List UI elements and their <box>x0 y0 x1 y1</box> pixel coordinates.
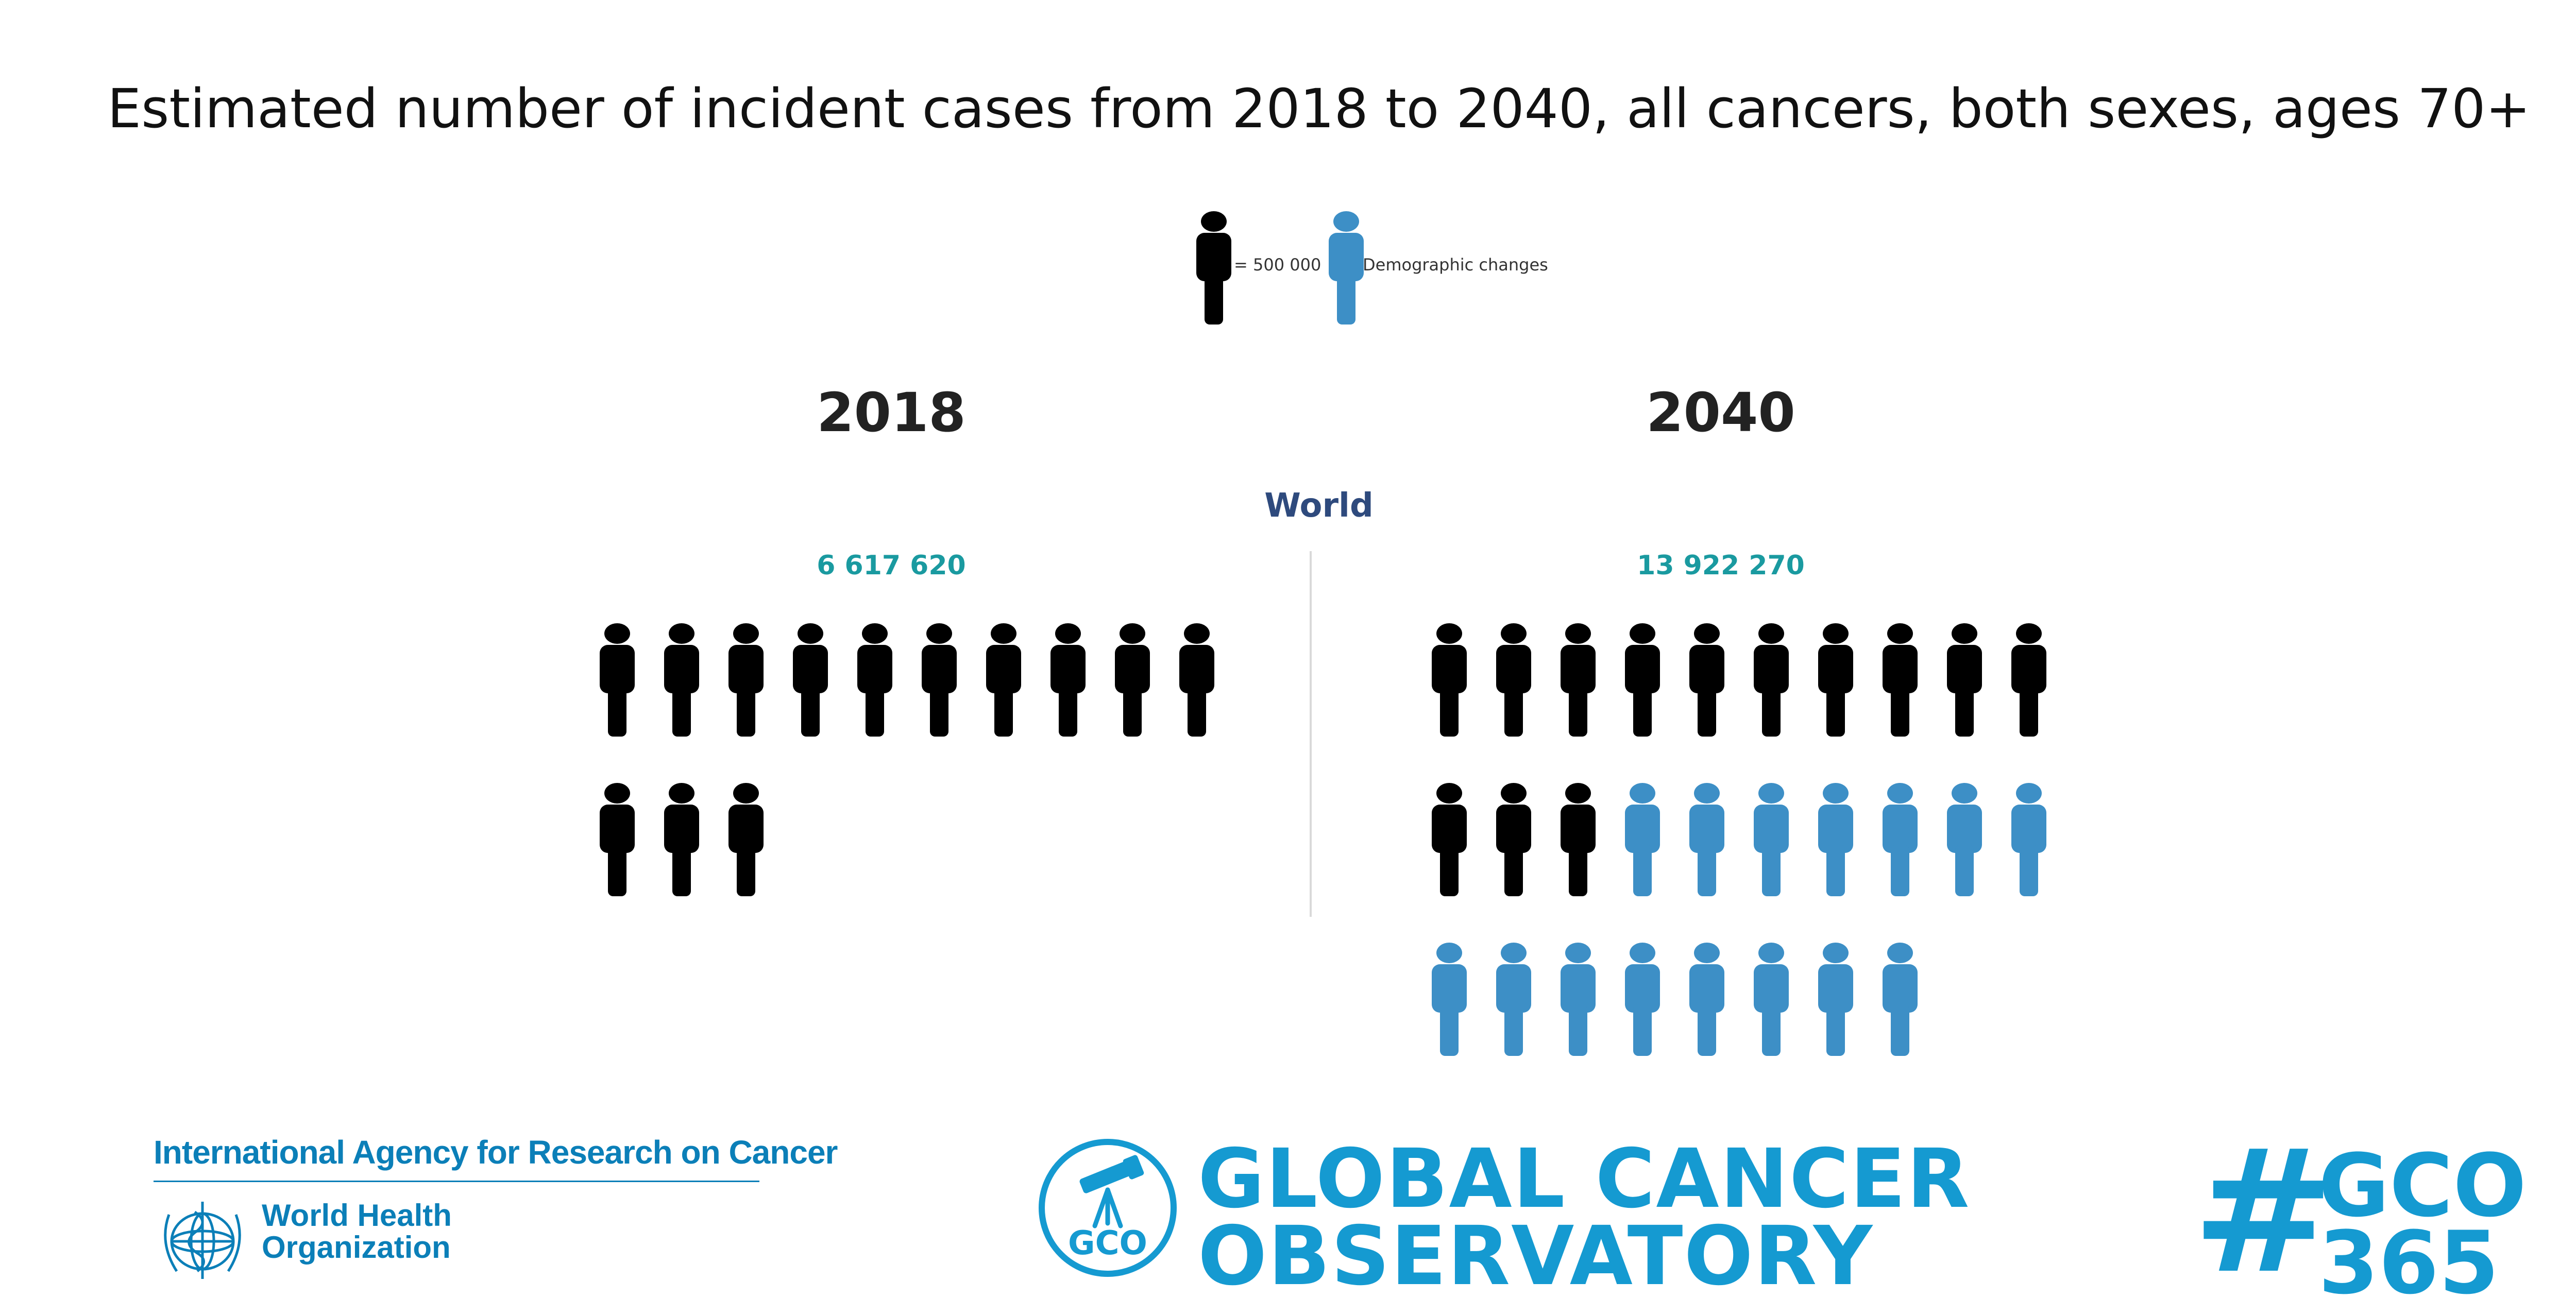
hashtag-gco: GCO <box>2318 1135 2527 1236</box>
who-line-2: Organization <box>262 1230 451 1265</box>
case-icon-2040-8 <box>1883 623 1918 737</box>
hashtag-symbol: # <box>2192 1113 2335 1311</box>
case-icon-2018-12 <box>664 783 699 896</box>
case-icon-2040-10 <box>2011 623 2046 737</box>
demographic-icon-2040-14 <box>1625 783 1660 896</box>
gco-badge-text: GCO <box>1068 1224 1147 1262</box>
demographic-icon-2040-15 <box>1689 783 1724 896</box>
case-icon-2018-1 <box>600 623 635 737</box>
case-icon-2018-5 <box>857 623 892 737</box>
demographic-icon-2040-19 <box>1947 783 1982 896</box>
case-icon-2018-2 <box>664 623 699 737</box>
demographic-icon-2040-18 <box>1883 783 1918 896</box>
legend-unit-label: = 500 000 <box>1234 255 1321 275</box>
case-icon-2018-9 <box>1115 623 1150 737</box>
legend-demographic-label: Demographic changes <box>1363 255 1548 275</box>
who-emblem-icon <box>164 1202 241 1279</box>
who-line-1: World Health <box>262 1198 452 1233</box>
iarc-underline <box>154 1181 759 1182</box>
year-label-2040: 2040 <box>1646 381 1795 444</box>
demographic-icon-2040-24 <box>1625 943 1660 1056</box>
gco-telescope-icon: GCO <box>1039 1139 1177 1277</box>
case-icon-2040-12 <box>1496 783 1531 896</box>
case-icon-2040-11 <box>1432 783 1467 896</box>
demographic-icon-2040-21 <box>1432 943 1467 1056</box>
case-icon-2018-13 <box>728 783 764 896</box>
gco-line-1: GLOBAL CANCER <box>1198 1132 1971 1226</box>
case-icon-2018-8 <box>1050 623 1086 737</box>
case-icon-2040-9 <box>1947 623 1982 737</box>
panel-divider <box>1310 551 1312 917</box>
demographic-icon-2040-23 <box>1561 943 1596 1056</box>
demographic-icon-2040-28 <box>1883 943 1918 1056</box>
demographic-icon-2040-17 <box>1818 783 1853 896</box>
total-2018: 6 617 620 <box>817 550 966 581</box>
demographic-icon-2040-16 <box>1754 783 1789 896</box>
case-icon-2018-4 <box>793 623 828 737</box>
case-icon-2040-1 <box>1432 623 1467 737</box>
demographic-icon-2040-22 <box>1496 943 1531 1056</box>
hashtag-365: 365 <box>2318 1212 2499 1313</box>
gco-line-2: OBSERVATORY <box>1198 1209 1874 1304</box>
case-icon-2040-4 <box>1625 623 1660 737</box>
case-icon-2018-3 <box>728 623 764 737</box>
case-icon-2040-13 <box>1561 783 1596 896</box>
year-label-2018: 2018 <box>817 381 966 444</box>
demographic-icon-2040-27 <box>1818 943 1853 1056</box>
case-icon-2018-10 <box>1179 623 1214 737</box>
case-icon-2040-2 <box>1496 623 1531 737</box>
case-icon-2018-6 <box>922 623 957 737</box>
total-2040: 13 922 270 <box>1637 550 1805 581</box>
case-icon-2018-7 <box>986 623 1021 737</box>
legend-black-person-icon <box>1196 211 1231 325</box>
case-icon-2040-6 <box>1754 623 1789 737</box>
demographic-icon-2040-26 <box>1754 943 1789 1056</box>
region-label: World <box>1264 487 1374 525</box>
case-icon-2018-11 <box>600 783 635 896</box>
legend-blue-person-icon <box>1329 211 1364 325</box>
chart-title: Estimated number of incident cases from … <box>107 77 2531 140</box>
demographic-icon-2040-20 <box>2011 783 2046 896</box>
case-icon-2040-3 <box>1561 623 1596 737</box>
case-icon-2040-5 <box>1689 623 1724 737</box>
case-icon-2040-7 <box>1818 623 1853 737</box>
demographic-icon-2040-25 <box>1689 943 1724 1056</box>
iarc-name: International Agency for Research on Can… <box>154 1134 838 1171</box>
